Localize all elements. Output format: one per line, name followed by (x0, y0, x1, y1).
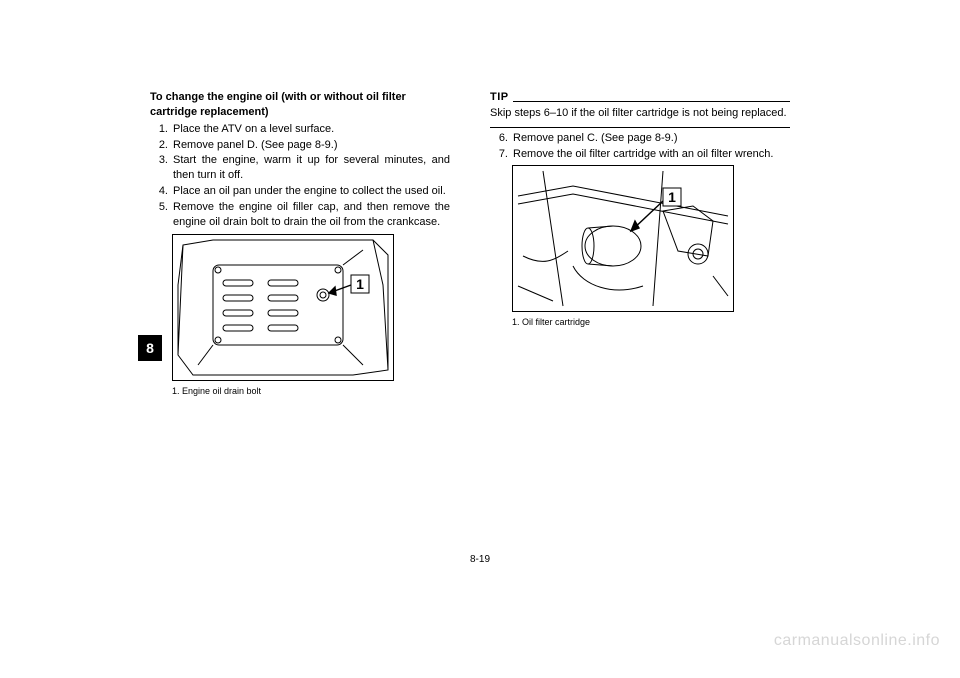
tip-label: TIP (490, 90, 513, 105)
step-text: Remove the oil filter cartridge with an … (513, 147, 790, 162)
separator-rule (490, 127, 790, 128)
tip-rule (513, 101, 790, 102)
step-num: 6. (490, 131, 513, 146)
figure-callout-label: 1 (356, 276, 364, 292)
page-number: 8-19 (0, 554, 960, 565)
figure-engine-drain-bolt: 1 (172, 234, 394, 381)
left-steps: 1.Place the ATV on a level surface. 2.Re… (150, 122, 450, 230)
figure-caption: 1. Oil filter cartridge (512, 316, 790, 328)
step-text: Place an oil pan under the engine to col… (173, 184, 450, 199)
step-num: 3. (150, 153, 173, 183)
step-text: Place the ATV on a level surface. (173, 122, 450, 137)
step-text: Remove panel D. (See page 8-9.) (173, 138, 450, 153)
left-column: To change the engine oil (with or withou… (150, 90, 450, 565)
figure-callout-label: 1 (668, 189, 676, 205)
step-num: 5. (150, 200, 173, 230)
step-num: 7. (490, 147, 513, 162)
step-text: Start the engine, warm it up for several… (173, 153, 450, 183)
procedure-heading: To change the engine oil (with or withou… (150, 90, 450, 120)
figure-caption: 1. Engine oil drain bolt (172, 385, 450, 397)
step-num: 1. (150, 122, 173, 137)
step-num: 2. (150, 138, 173, 153)
step-text: Remove panel C. (See page 8-9.) (513, 131, 790, 146)
tip-body: Skip steps 6–10 if the oil filter cartri… (490, 106, 790, 121)
step-text: Remove the engine oil filler cap, and th… (173, 200, 450, 230)
right-column: TIP Skip steps 6–10 if the oil filter ca… (490, 90, 790, 565)
right-steps: 6.Remove panel C. (See page 8-9.) 7.Remo… (490, 131, 790, 162)
tip-heading-row: TIP (490, 90, 790, 105)
figure-oil-filter-cartridge: 1 (512, 165, 734, 312)
step-num: 4. (150, 184, 173, 199)
watermark: carmanualsonline.info (774, 632, 940, 650)
page-content: To change the engine oil (with or withou… (150, 90, 790, 565)
